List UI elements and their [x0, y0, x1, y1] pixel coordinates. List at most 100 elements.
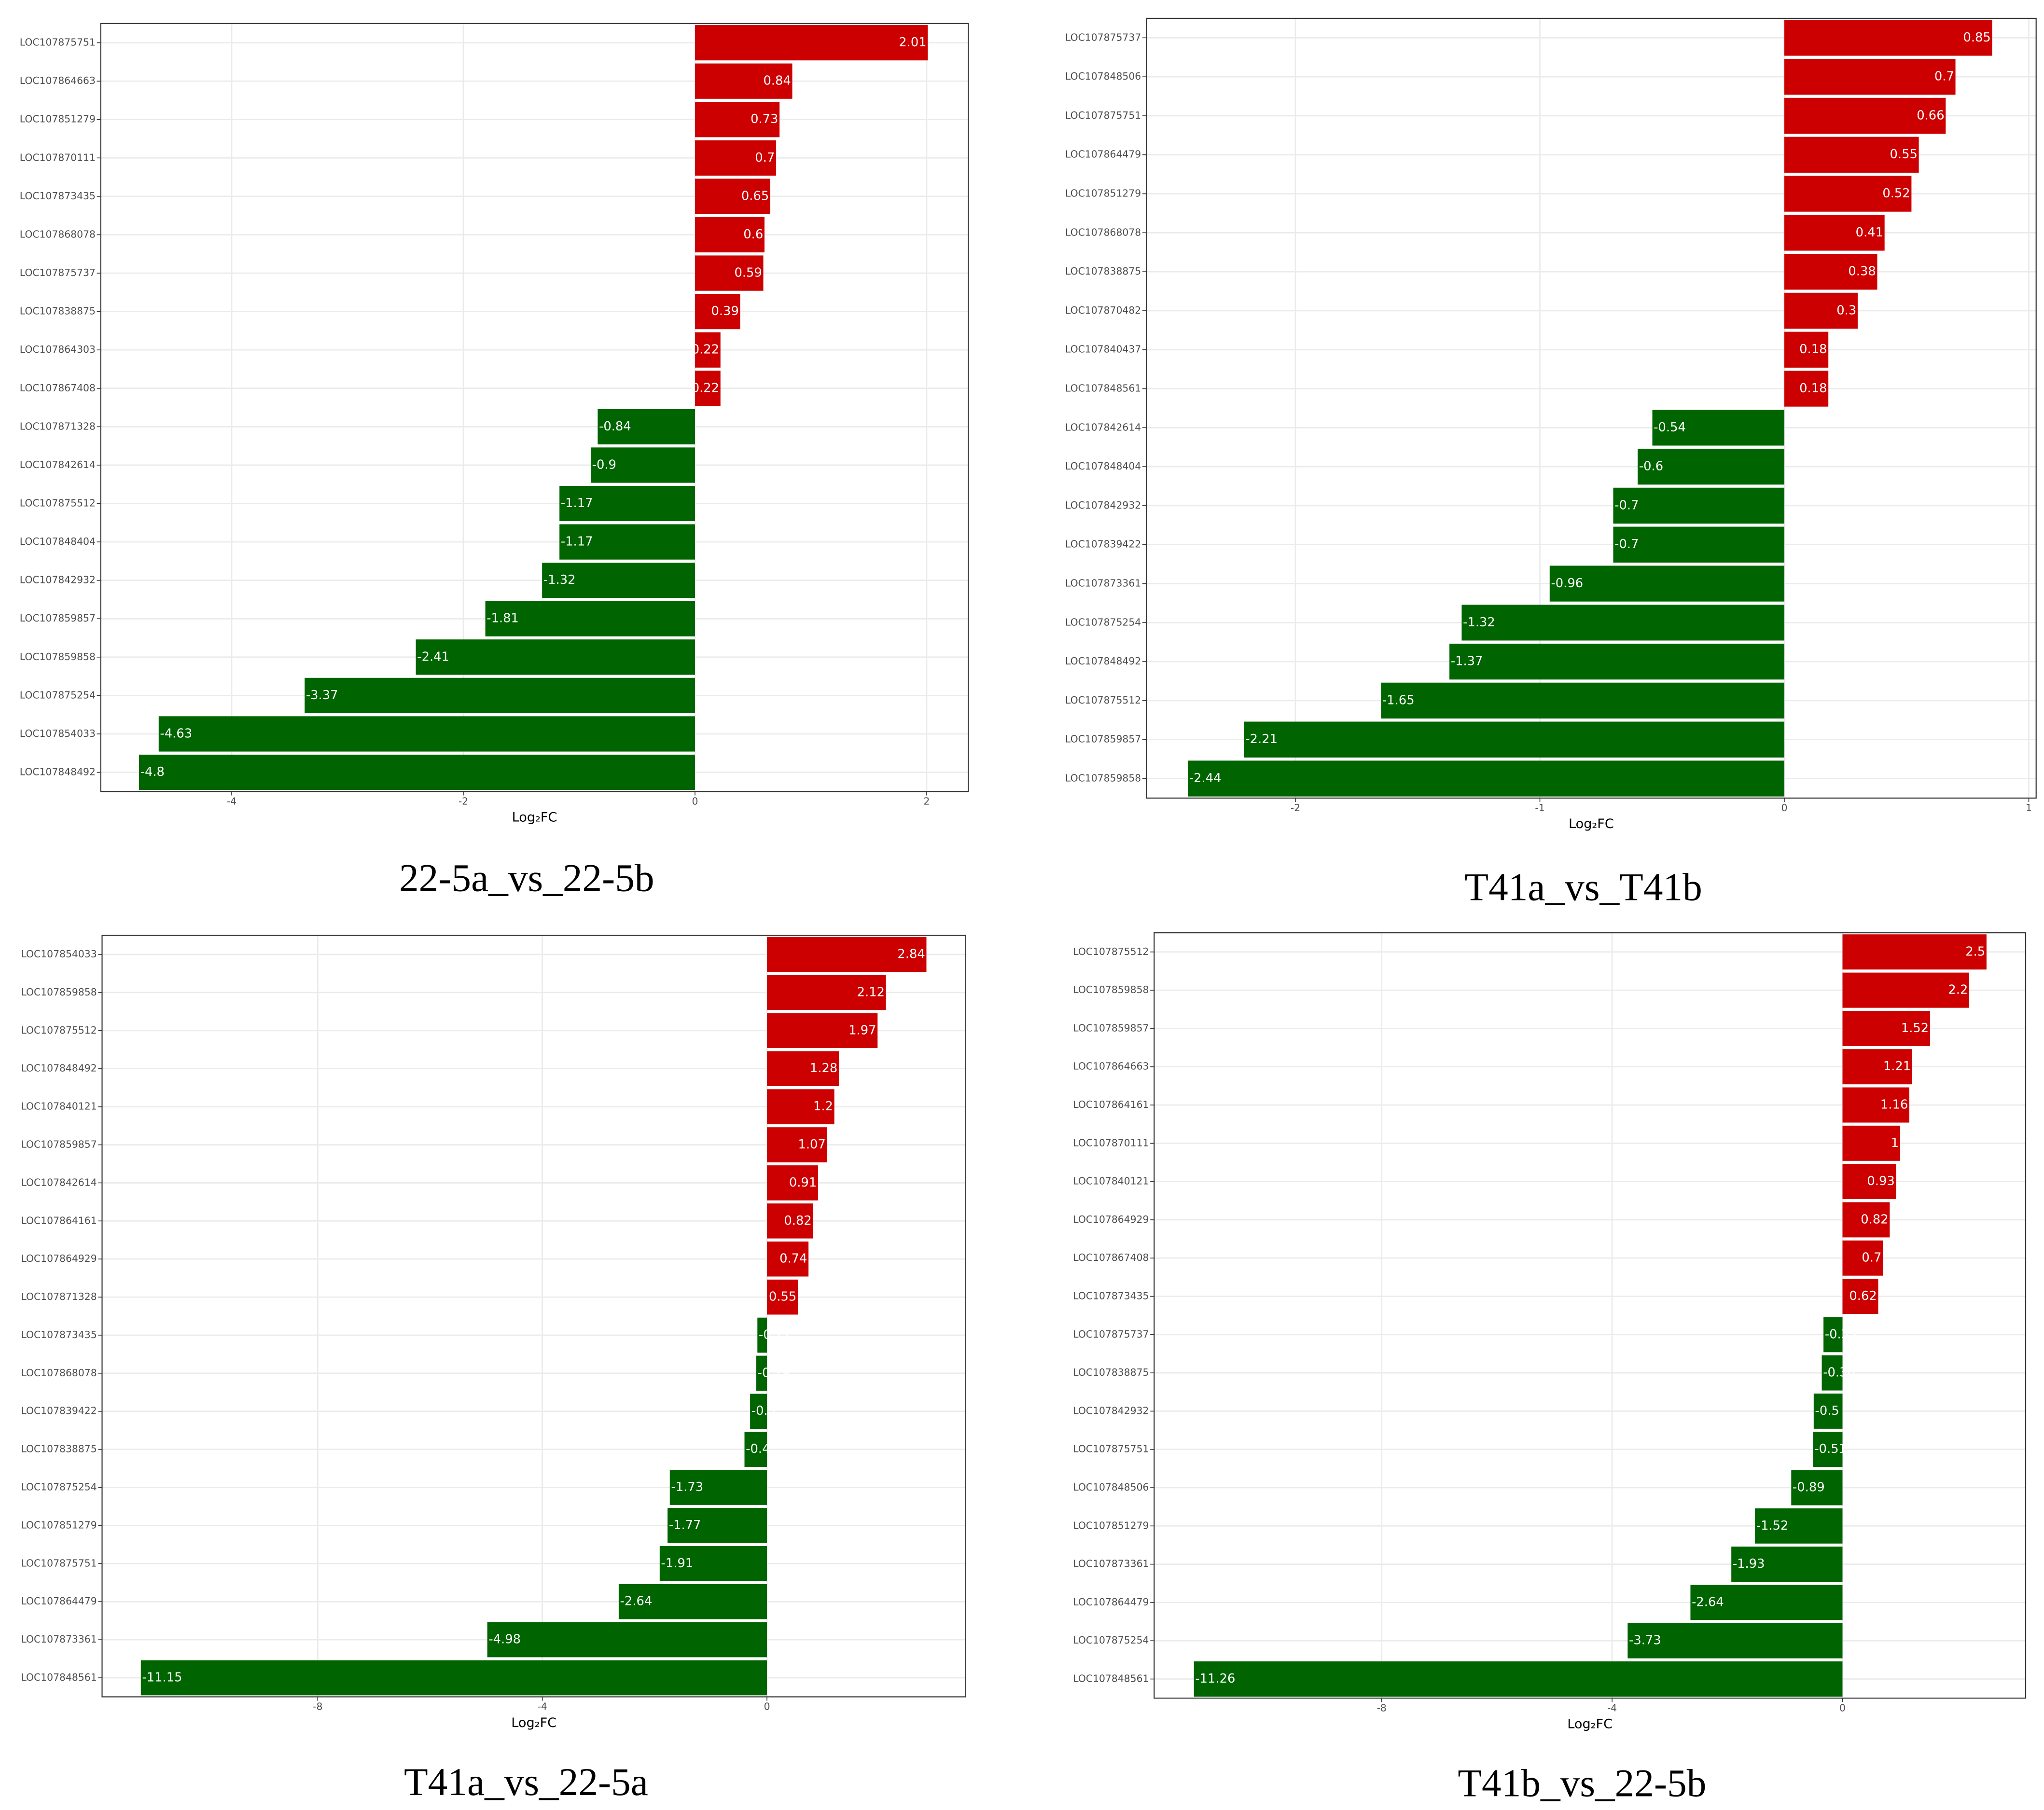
y-tick-label: LOC107842932: [20, 574, 96, 586]
y-tick-label: LOC107875737: [1073, 1328, 1149, 1340]
x-axis-label: Log₂FC: [512, 810, 557, 825]
y-tick-label: LOC107859857: [1073, 1022, 1149, 1034]
value-label: 1.21: [1883, 1059, 1911, 1074]
bar: [1813, 1393, 1843, 1429]
bar: [1188, 760, 1785, 797]
value-label: 0.55: [769, 1290, 796, 1304]
value-label: 2.84: [897, 947, 925, 961]
bar: [757, 1317, 767, 1353]
y-tick-label: LOC107859858: [1073, 984, 1149, 995]
value-label: -1.65: [1382, 693, 1415, 707]
y-tick-label: LOC107875751: [20, 37, 96, 48]
bar: [1381, 682, 1785, 719]
bar: [139, 754, 695, 790]
value-label: 1.16: [1880, 1097, 1908, 1112]
value-label: 0.82: [784, 1214, 811, 1228]
y-tick-label: LOC107873435: [21, 1329, 97, 1340]
bar: [1784, 253, 1877, 290]
panel-border: [1145, 17, 2037, 799]
bar: [305, 677, 695, 713]
value-label: -0.51: [1814, 1442, 1847, 1456]
bar: [1784, 20, 1992, 56]
bar: [485, 601, 695, 636]
y-tick-label: LOC107854033: [20, 728, 96, 739]
value-label: -0.17: [759, 1327, 791, 1342]
y-tick-label: LOC107868078: [20, 228, 96, 240]
bar: [695, 25, 928, 61]
bar: [767, 937, 927, 972]
bar: [1613, 487, 1785, 524]
value-label: 0.91: [789, 1175, 817, 1190]
bar: [1842, 1049, 1912, 1085]
y-tick-label: LOC107851279: [1065, 188, 1141, 199]
value-label: -1.32: [1463, 615, 1495, 630]
y-tick-label: LOC107848492: [20, 766, 96, 778]
value-label: -1.81: [487, 611, 519, 626]
value-label: 0.62: [1849, 1289, 1877, 1303]
value-label: -1.17: [561, 535, 593, 549]
value-label: -1.91: [661, 1556, 694, 1571]
value-label: -3.37: [306, 688, 338, 703]
value-label: -4.98: [488, 1632, 521, 1647]
chart-caption: T41a_vs_T41b: [1464, 865, 1702, 909]
bar: [767, 1089, 834, 1124]
y-tick-label: LOC107864161: [21, 1215, 97, 1226]
y-tick-label: LOC107838875: [20, 305, 96, 317]
y-tick-label: LOC107875751: [1073, 1443, 1149, 1455]
y-tick-label: LOC107854033: [21, 948, 97, 960]
x-tick-label: 2: [923, 795, 930, 807]
y-tick-label: LOC107848404: [1065, 460, 1141, 472]
value-label: 0.18: [1799, 381, 1827, 396]
bar: [695, 371, 721, 406]
value-label: 0.93: [1867, 1174, 1894, 1188]
y-tick-label: LOC107848492: [1065, 655, 1141, 667]
bar: [767, 1203, 813, 1239]
value-label: 0.65: [741, 189, 769, 203]
bar: [767, 1165, 818, 1201]
y-tick-label: LOC107870111: [20, 152, 96, 163]
value-label: -0.54: [1654, 420, 1686, 435]
value-label: -0.19: [758, 1366, 790, 1380]
value-label: 0.73: [751, 112, 778, 126]
y-tick-label: LOC107873361: [21, 1633, 97, 1645]
bar-chart: -4 -2 0 2 LOC107875751 2.01 LOC107864663 0.84 LO…: [20, 23, 969, 899]
y-tick-label: LOC107839422: [1065, 539, 1141, 550]
y-tick-label: LOC107875254: [20, 689, 96, 701]
y-tick-label: LOC107842932: [1065, 499, 1141, 511]
y-tick-label: LOC107838875: [1073, 1367, 1149, 1378]
value-label: -11.26: [1195, 1672, 1235, 1686]
value-label: -2.64: [620, 1594, 653, 1609]
y-tick-label: LOC107848506: [1073, 1481, 1149, 1493]
x-tick-label: 0: [764, 1701, 770, 1713]
bar: [1652, 410, 1785, 446]
value-label: -0.6: [1639, 459, 1663, 474]
bar: [140, 1660, 767, 1696]
y-tick-label: LOC107875254: [1065, 616, 1141, 628]
value-label: 0.55: [1890, 147, 1918, 162]
value-label: -2.64: [1692, 1595, 1724, 1609]
bar: [1449, 643, 1785, 680]
panel: [1154, 933, 2026, 1699]
bar: [767, 1279, 798, 1315]
value-label: -2.44: [1189, 771, 1222, 786]
x-tick-label: -8: [313, 1701, 322, 1713]
chart-caption: 22-5a_vs_22-5b: [399, 856, 654, 899]
bar: [1549, 566, 1785, 602]
bar: [695, 179, 770, 214]
bar: [1791, 1470, 1843, 1506]
value-label: 0.22: [692, 381, 719, 395]
bar: [767, 1013, 878, 1049]
bar: [1842, 1279, 1878, 1314]
value-label: -1.32: [543, 573, 576, 587]
y-tick-label: LOC107864929: [1073, 1214, 1149, 1225]
value-label: -0.3: [751, 1404, 776, 1418]
bar: [598, 409, 695, 444]
value-label: 0.7: [1862, 1251, 1881, 1265]
value-label: 0.41: [1856, 225, 1883, 240]
bar: [669, 1470, 767, 1505]
bar: [1194, 1661, 1843, 1697]
value-label: 0.85: [1963, 30, 1990, 45]
bar: [1842, 1010, 1930, 1046]
bar: [1784, 97, 1946, 134]
bar: [1842, 1202, 1890, 1238]
